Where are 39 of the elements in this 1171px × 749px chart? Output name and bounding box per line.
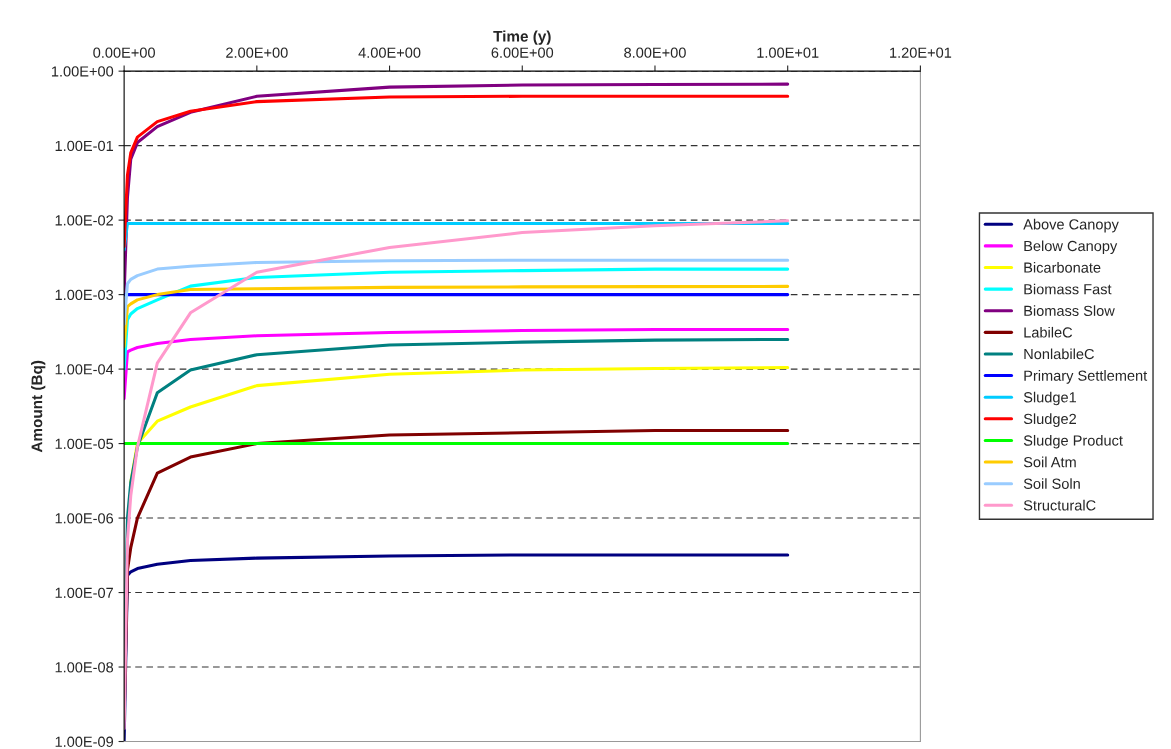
legend-label: Above Canopy (1023, 218, 1119, 233)
legend-label: Biomass Slow (1024, 305, 1115, 316)
y-tick-label: 1.00E-05 (55, 438, 114, 449)
y-tick-label: 1.00E+00 (51, 66, 114, 77)
y-tick-label: 1.00E-04 (55, 364, 114, 375)
y-tick-label: 1.00E-06 (55, 513, 114, 524)
x-tick-label: 0.00E+00 (93, 47, 155, 58)
legend-label: Biomass Fast (1024, 283, 1112, 295)
legend-label: Bicarbonate (1024, 262, 1101, 273)
legend-label: Primary Settlement (1024, 370, 1148, 384)
legend-label: StructuralC (1023, 499, 1096, 511)
line-series (124, 327, 790, 401)
line-series (124, 94, 790, 249)
x-tick-label: 1.00E+01 (757, 47, 819, 58)
line-series (124, 258, 790, 326)
legend-label: LabileC (1024, 326, 1073, 338)
x-tick-label: 8.00E+00 (624, 47, 686, 58)
y-tick-label: 1.00E-03 (55, 289, 114, 301)
x-tick-label: 1.20E+01 (890, 47, 952, 58)
y-tick-label: 1.00E-01 (55, 140, 113, 152)
y-tick-label: 1.00E-08 (55, 662, 114, 673)
y-tick-label: 1.00E-09 (55, 736, 114, 747)
x-tick-label: 6.00E+00 (491, 47, 554, 58)
y-axis-title: Amount (Bq) (31, 360, 46, 453)
x-axis-title: Time (y) (493, 30, 551, 45)
y-tick-label: 1.00E-02 (55, 215, 113, 226)
legend-label: Sludge1 (1023, 391, 1077, 406)
line-series (124, 219, 790, 730)
x-tick-label: 2.00E+00 (226, 47, 288, 58)
y-tick-label: 1.00E-07 (55, 587, 113, 598)
legend-label: Sludge2 (1023, 413, 1076, 427)
x-tick-label: 4.00E+00 (358, 47, 421, 58)
legend-label: Soil Atm (1023, 456, 1076, 468)
line-series (124, 267, 790, 371)
legend-label: Sludge Product (1023, 434, 1123, 449)
legend-label: Soil Soln (1023, 478, 1080, 489)
legend-label: NonlabileC (1024, 348, 1094, 360)
legend-label: Below Canopy (1024, 240, 1118, 255)
line-series (124, 284, 790, 349)
